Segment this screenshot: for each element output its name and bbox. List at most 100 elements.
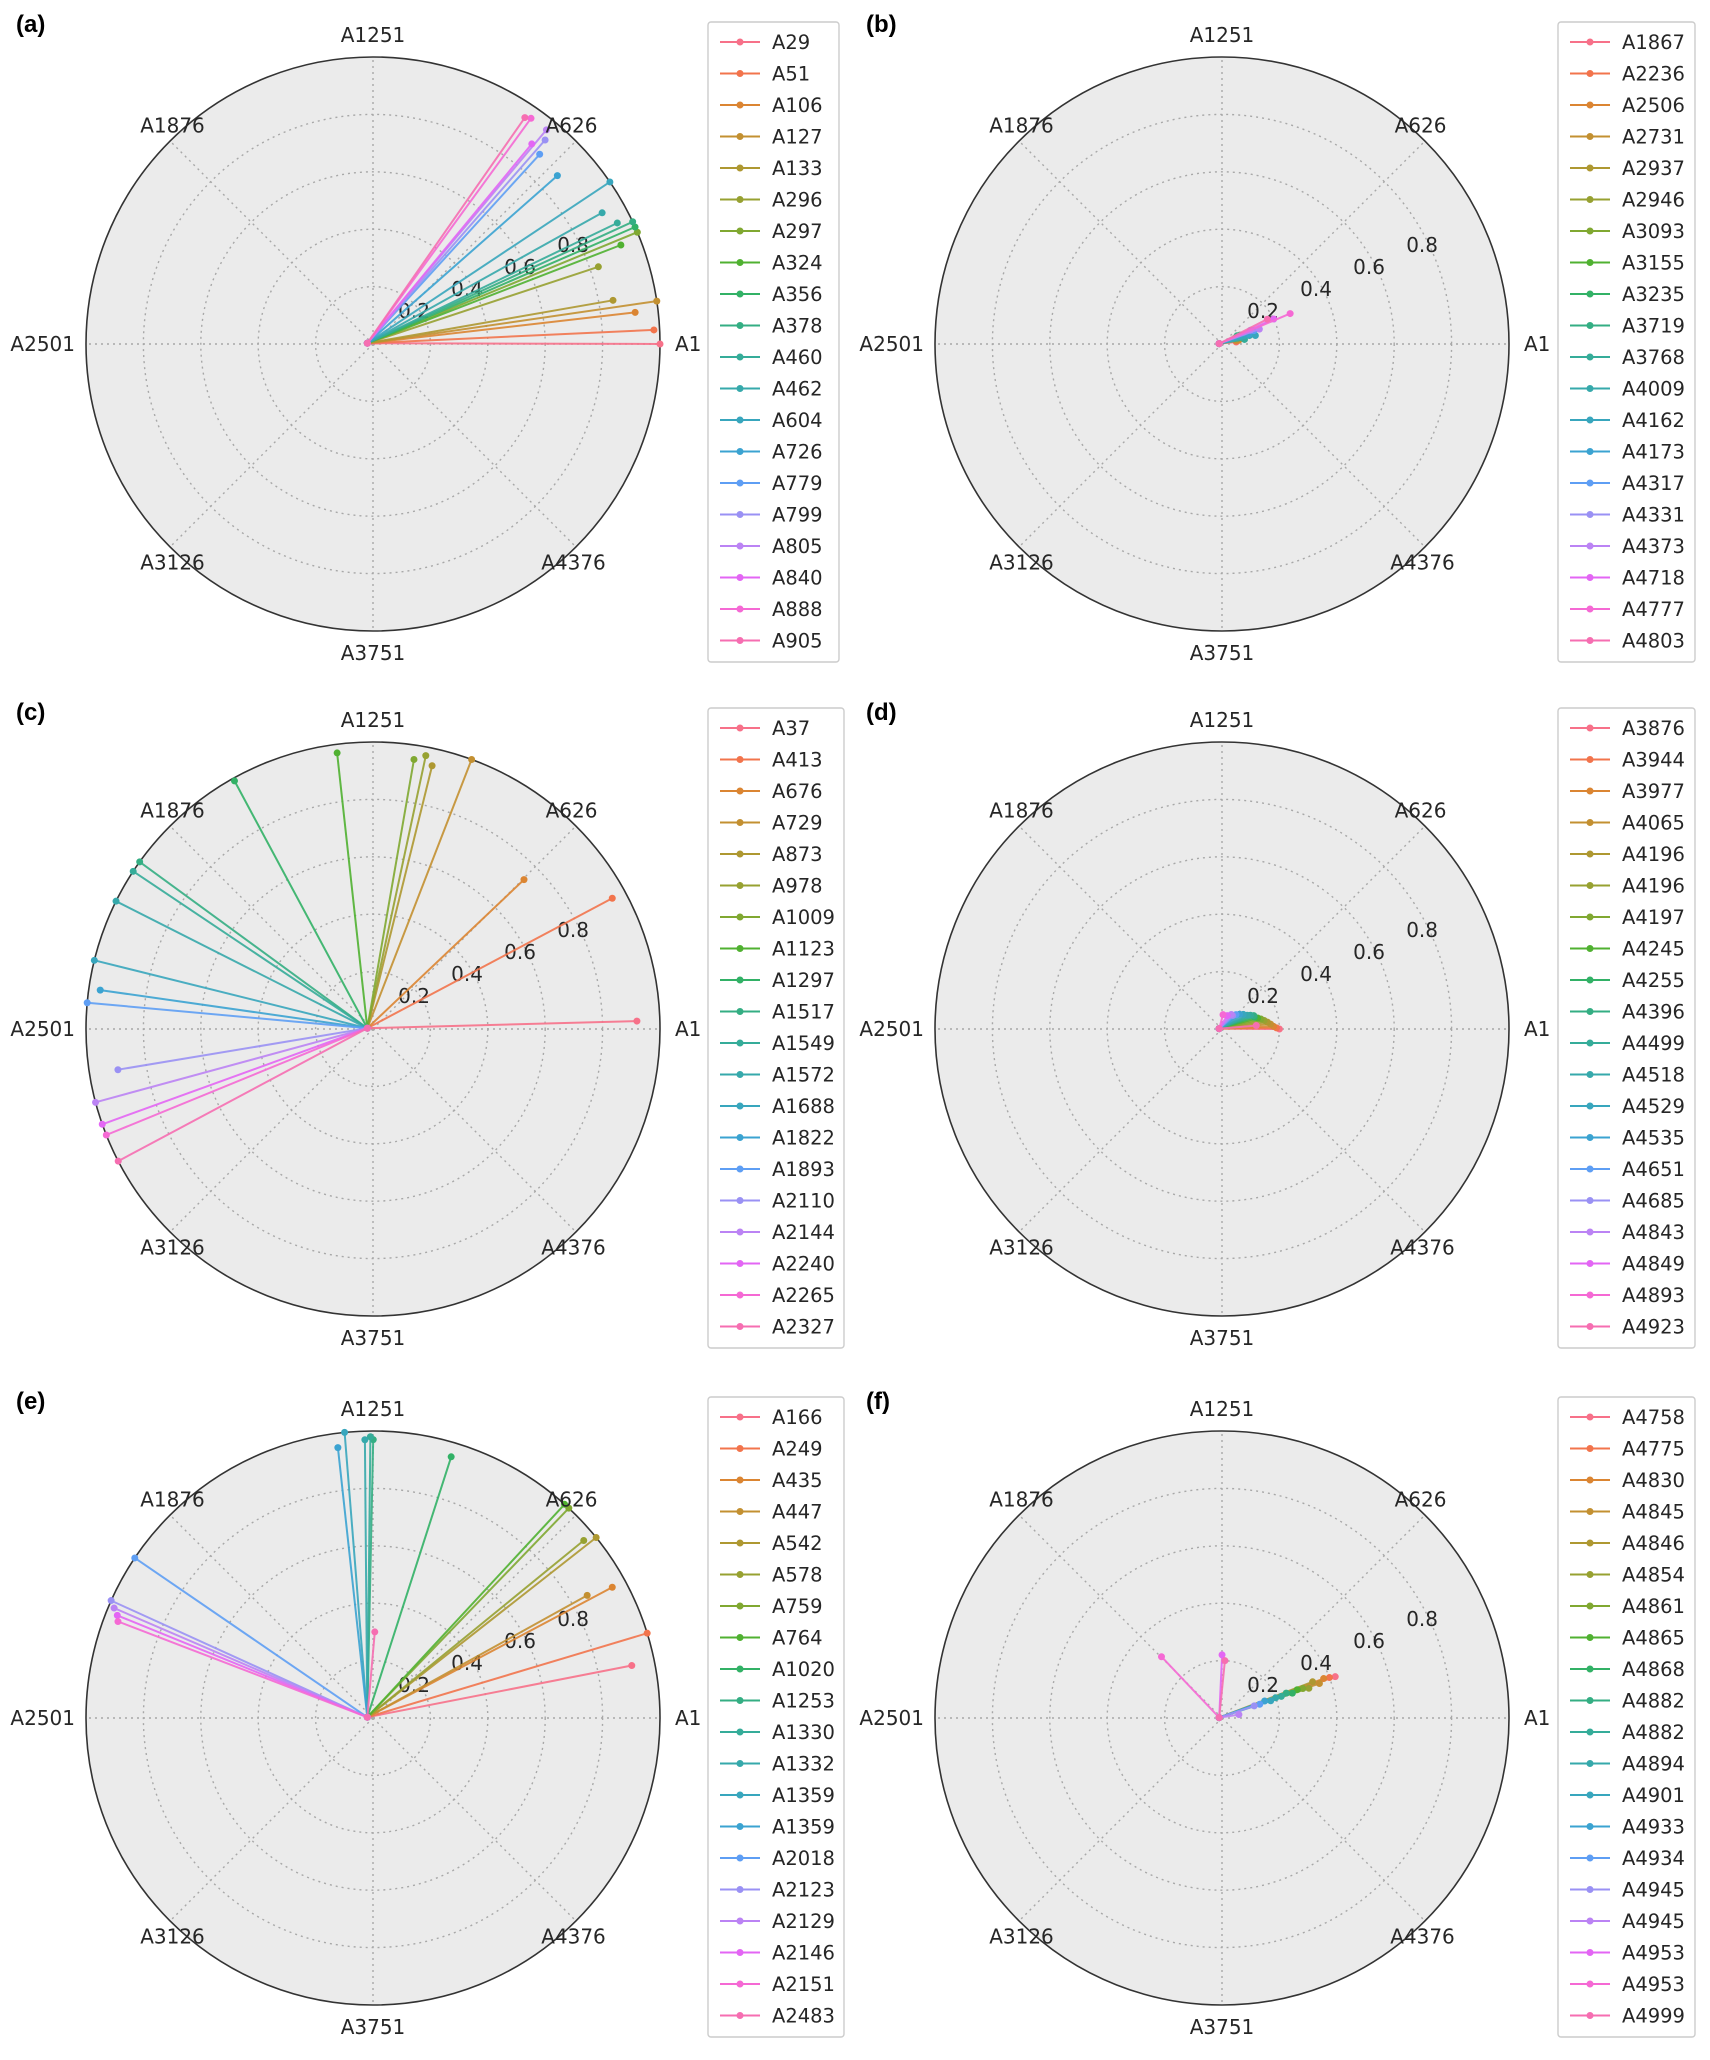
series-marker bbox=[114, 1157, 122, 1165]
legend-marker bbox=[1586, 353, 1594, 361]
legend-marker bbox=[736, 1634, 744, 1641]
series-marker bbox=[1256, 1700, 1264, 1708]
legend-marker bbox=[736, 196, 744, 203]
legend-entry: A1867 bbox=[1622, 31, 1685, 54]
legend-marker bbox=[1586, 819, 1594, 826]
series-marker bbox=[633, 228, 641, 236]
axis-label: A3126 bbox=[989, 1924, 1054, 1948]
legend-marker bbox=[736, 227, 744, 235]
legend-entry: A4945 bbox=[1622, 1879, 1685, 1902]
series-marker bbox=[656, 340, 664, 348]
series-marker bbox=[609, 296, 617, 304]
legend-entry: A759 bbox=[772, 1595, 823, 1618]
series-marker bbox=[608, 894, 616, 902]
axis-label: A2501 bbox=[859, 1017, 924, 1041]
legend-marker bbox=[736, 637, 744, 644]
series-line bbox=[366, 1456, 453, 1718]
radar-panel-c: 0.20.40.60.8A1A626A1251A1876A2501A3126A3… bbox=[10, 699, 845, 1350]
series-marker bbox=[580, 1537, 588, 1545]
radial-tick-label: 0.4 bbox=[451, 962, 483, 986]
legend-entry: A2129 bbox=[772, 1910, 835, 1933]
legend-entry: A2483 bbox=[772, 2005, 835, 2028]
legend-marker bbox=[736, 913, 744, 921]
legend-entry: A4685 bbox=[1622, 1190, 1685, 1213]
legend-entry: A2937 bbox=[1622, 157, 1685, 180]
series-marker bbox=[594, 263, 602, 271]
series-marker bbox=[1263, 315, 1271, 323]
panel-label: (c) bbox=[16, 699, 45, 726]
series-marker bbox=[1215, 1025, 1223, 1033]
radial-tick-label: 0.8 bbox=[1406, 1607, 1438, 1631]
axis-label: A4376 bbox=[1390, 1924, 1455, 1948]
legend-entry: A4518 bbox=[1622, 1064, 1685, 1087]
legend-entry: A1359 bbox=[772, 1816, 835, 1839]
axis-label: A2501 bbox=[10, 1706, 75, 1730]
axis-label: A1876 bbox=[140, 1488, 205, 1512]
legend-marker bbox=[736, 1102, 744, 1110]
legend-entry: A4162 bbox=[1622, 409, 1685, 432]
series-line bbox=[366, 211, 603, 345]
series-marker bbox=[422, 752, 430, 760]
radar-panel-b: 0.20.40.60.8A1A626A1251A1876A2501A3126A3… bbox=[859, 11, 1696, 665]
legend-entry: A2240 bbox=[772, 1253, 835, 1276]
series-marker bbox=[136, 858, 144, 866]
legend-entry: A4775 bbox=[1622, 1438, 1685, 1461]
legend-entry: A356 bbox=[772, 283, 823, 306]
legend-marker bbox=[736, 259, 744, 266]
series-line bbox=[366, 755, 427, 1029]
series-marker bbox=[598, 209, 606, 217]
legend-entry: A4846 bbox=[1622, 1532, 1685, 1555]
legend-entry: A378 bbox=[772, 315, 823, 338]
legend-entry: A133 bbox=[772, 157, 823, 180]
legend-entry: A462 bbox=[772, 378, 823, 401]
axis-label: A2501 bbox=[10, 1017, 75, 1041]
legend-marker bbox=[1586, 574, 1594, 581]
series-marker bbox=[1250, 1702, 1258, 1710]
legend-entry: A4861 bbox=[1622, 1595, 1685, 1618]
legend-marker bbox=[1586, 1760, 1594, 1767]
legend-entry: A578 bbox=[772, 1564, 823, 1587]
series-marker bbox=[129, 867, 137, 875]
panel-label: (e) bbox=[16, 1388, 45, 1415]
legend-entry: A1517 bbox=[772, 1001, 835, 1024]
series-marker bbox=[98, 1120, 106, 1128]
series-line bbox=[367, 342, 661, 345]
legend-marker bbox=[1586, 1134, 1594, 1141]
legend-entry: A1332 bbox=[772, 1753, 835, 1776]
legend-marker bbox=[1586, 1413, 1594, 1421]
legend-marker bbox=[736, 976, 744, 984]
axis-label: A3126 bbox=[140, 1235, 205, 1259]
legend-marker bbox=[736, 1291, 744, 1299]
series-line bbox=[366, 759, 415, 1029]
legend-entry: A1330 bbox=[772, 1721, 835, 1744]
axis-label: A3126 bbox=[989, 550, 1054, 574]
legend-marker bbox=[736, 448, 744, 455]
axis-label: A3751 bbox=[341, 2015, 406, 2039]
series-line bbox=[95, 1027, 368, 1104]
series-line bbox=[336, 1447, 369, 1718]
series-line bbox=[366, 1539, 585, 1718]
legend-marker bbox=[1586, 2012, 1594, 2019]
legend-marker bbox=[1586, 1197, 1594, 1204]
legend-marker bbox=[1586, 1791, 1594, 1799]
legend-entry: A2731 bbox=[1622, 126, 1685, 149]
legend-entry: A1359 bbox=[772, 1784, 835, 1807]
legend-marker bbox=[736, 1008, 744, 1015]
panel-label: (b) bbox=[866, 11, 897, 38]
series-marker bbox=[606, 178, 614, 186]
legend-entry: A4009 bbox=[1622, 378, 1685, 401]
legend-marker bbox=[736, 353, 744, 361]
axis-label: A1251 bbox=[341, 23, 406, 47]
axis-label: A4376 bbox=[541, 1235, 606, 1259]
legend-marker bbox=[736, 1665, 744, 1673]
legend-entry: A1123 bbox=[772, 938, 835, 961]
series-marker bbox=[617, 241, 625, 249]
legend-entry: A2265 bbox=[772, 1284, 835, 1307]
grid-circle bbox=[1049, 1545, 1395, 1891]
series-line bbox=[1160, 1656, 1220, 1719]
legend-marker bbox=[1586, 787, 1594, 795]
legend-marker bbox=[1586, 1854, 1594, 1862]
series-marker bbox=[1277, 1692, 1285, 1700]
axis-label: A1 bbox=[675, 1017, 701, 1041]
